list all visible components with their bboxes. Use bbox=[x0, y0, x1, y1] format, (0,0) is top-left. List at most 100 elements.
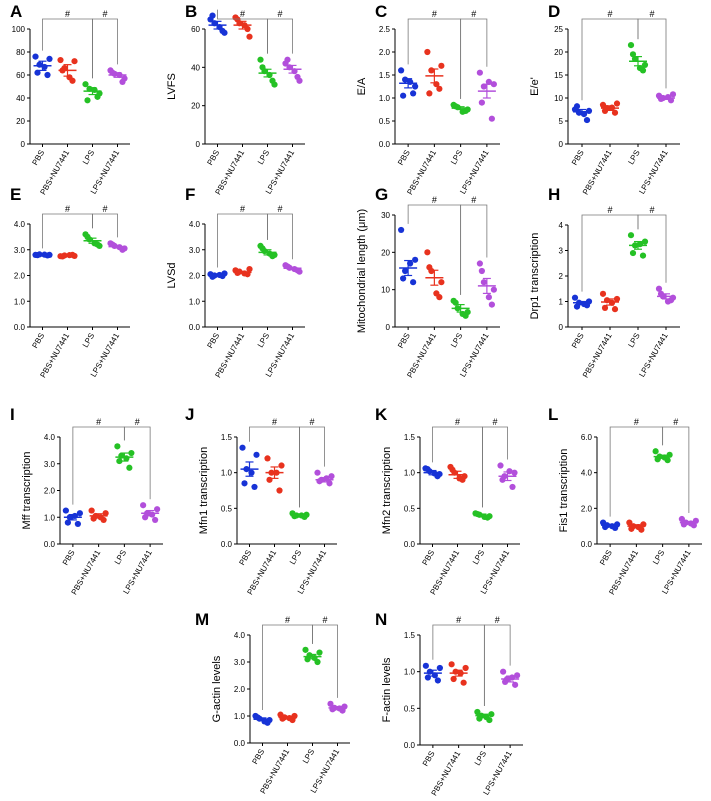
data-point bbox=[424, 674, 431, 681]
x-tick-label: LPS bbox=[449, 332, 464, 350]
y-tick-label: 40 bbox=[191, 63, 200, 72]
x-tick-label: LPS bbox=[301, 748, 316, 766]
panel-label: N bbox=[375, 610, 387, 629]
significance-label: # bbox=[471, 9, 476, 19]
y-tick-label: 3.0 bbox=[14, 246, 26, 255]
significance-label: # bbox=[96, 417, 101, 427]
data-point bbox=[641, 61, 649, 68]
panel-label: H bbox=[548, 185, 560, 204]
x-tick-label: LPS+NU7441 bbox=[458, 148, 491, 196]
data-point bbox=[478, 99, 485, 106]
data-point bbox=[573, 103, 581, 110]
data-point bbox=[652, 448, 659, 455]
panel-label: E bbox=[10, 185, 21, 204]
data-point bbox=[464, 308, 471, 316]
data-point bbox=[511, 469, 518, 476]
y-tick-label: 0.0 bbox=[14, 323, 26, 332]
data-point bbox=[241, 480, 248, 487]
y-tick-label: 15 bbox=[554, 71, 563, 80]
significance-label: # bbox=[649, 9, 654, 19]
panel-label: C bbox=[375, 2, 387, 21]
y-tick-label: 1.0 bbox=[189, 297, 201, 306]
data-point bbox=[259, 245, 266, 252]
significance-bracket bbox=[299, 426, 325, 508]
significance-label: # bbox=[65, 204, 70, 214]
data-point bbox=[126, 464, 133, 471]
y-tick-label: 3.0 bbox=[234, 658, 246, 667]
x-tick-label: PBS bbox=[396, 149, 412, 167]
data-point bbox=[251, 483, 258, 491]
y-tick-label: 4.0 bbox=[581, 469, 593, 478]
x-tick-label: LPS bbox=[626, 149, 641, 167]
data-point bbox=[88, 507, 95, 514]
significance-bracket bbox=[460, 204, 488, 295]
data-point bbox=[74, 520, 81, 528]
significance-label: # bbox=[285, 615, 290, 625]
significance-label: # bbox=[607, 205, 612, 215]
data-point bbox=[84, 97, 91, 104]
data-point bbox=[209, 12, 216, 19]
data-point bbox=[601, 107, 609, 114]
data-point bbox=[474, 708, 481, 716]
x-tick-label: LPS bbox=[471, 549, 486, 567]
y-tick-label: 60 bbox=[191, 25, 200, 34]
data-point bbox=[398, 226, 405, 234]
y-tick-label: 1.0 bbox=[404, 668, 416, 677]
significance-bracket bbox=[42, 213, 93, 249]
data-point bbox=[434, 677, 441, 684]
data-point bbox=[34, 69, 41, 76]
data-point bbox=[433, 290, 440, 297]
data-point bbox=[96, 242, 103, 249]
panel-label: A bbox=[10, 2, 22, 21]
data-point bbox=[116, 457, 123, 465]
y-axis-label: F-actin levels bbox=[381, 657, 393, 722]
x-tick-label: PBS bbox=[421, 750, 437, 768]
significance-bracket bbox=[217, 213, 268, 268]
data-point bbox=[96, 90, 103, 97]
data-point bbox=[246, 265, 253, 273]
data-point bbox=[154, 506, 161, 513]
panel-label: D bbox=[548, 2, 560, 21]
y-tick-label: 20 bbox=[381, 248, 390, 257]
data-point bbox=[669, 294, 677, 301]
y-axis-label: Mitochondrial length (μm) bbox=[356, 209, 368, 333]
y-tick-label: 0.5 bbox=[404, 704, 416, 713]
significance-bracket bbox=[483, 624, 511, 706]
data-point bbox=[480, 279, 487, 286]
y-tick-label: 30 bbox=[381, 211, 390, 220]
data-point bbox=[32, 53, 39, 60]
significance-label: # bbox=[432, 9, 437, 19]
y-axis-label: Mfn2 transcription bbox=[381, 447, 393, 534]
significance-label: # bbox=[102, 9, 107, 19]
data-point bbox=[485, 294, 492, 301]
y-axis-label: Fis1 transcription bbox=[558, 449, 570, 533]
y-tick-label: 4.0 bbox=[44, 433, 56, 442]
panel-label: F bbox=[185, 185, 195, 204]
panel-label: J bbox=[185, 405, 194, 424]
y-tick-label: 25 bbox=[554, 25, 563, 34]
y-tick-label: 1.0 bbox=[221, 469, 233, 478]
y-tick-label: 1.0 bbox=[44, 513, 56, 522]
y-tick-label: 4.0 bbox=[14, 220, 26, 229]
significance-bracket bbox=[92, 213, 118, 238]
significance-bracket bbox=[609, 426, 664, 517]
data-point bbox=[641, 238, 649, 245]
x-tick-label: LPS bbox=[256, 332, 271, 350]
data-point bbox=[499, 476, 506, 483]
y-tick-label: 2.0 bbox=[14, 272, 26, 281]
y-tick-label: 0 bbox=[559, 140, 564, 149]
x-tick-label: LPS bbox=[113, 549, 128, 567]
panel-label: G bbox=[375, 185, 388, 204]
significance-label: # bbox=[456, 615, 461, 625]
y-tick-label: 0.0 bbox=[189, 323, 201, 332]
y-tick-label: 1.5 bbox=[379, 71, 391, 80]
data-point bbox=[500, 668, 507, 675]
data-point bbox=[422, 662, 429, 669]
